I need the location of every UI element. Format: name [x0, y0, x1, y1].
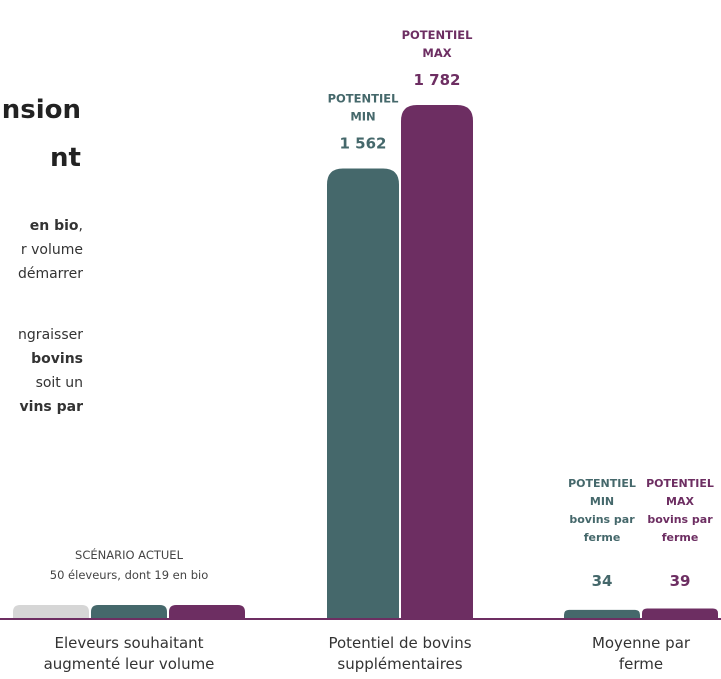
bar-min-potentiel — [327, 168, 399, 619]
header-min: POTENTIEL MIN — [328, 91, 400, 123]
bar-min-moyenne — [564, 609, 640, 619]
intro-paragraph-1: en bio, r volume démarrer — [18, 214, 83, 286]
title-line-1: nsion — [1, 95, 81, 125]
value-label-min-moyenne: 34 — [592, 572, 613, 590]
scenario-annotation: SCÉNARIO ACTUEL 50 éleveurs, dont 19 en b… — [50, 547, 208, 582]
header-max: POTENTIEL MAX — [402, 28, 474, 60]
intro-line: vins par — [19, 399, 83, 415]
intro-line: soit un — [35, 375, 83, 391]
header-min-moyenne: POTENTIEL MIN bovins par ferme — [568, 477, 636, 544]
category-label: Eleveurs souhaitant augmenté leur volume — [44, 634, 215, 673]
intro-line: bovins — [31, 351, 83, 367]
value-label-max-moyenne: 39 — [670, 572, 691, 590]
category-label: Moyenne par ferme — [592, 634, 691, 673]
bar-current-scenario — [13, 605, 89, 619]
intro-line: démarrer — [17, 266, 83, 282]
category-label: Potentiel de bovins supplémentaires — [328, 634, 471, 673]
bar-max-potentiel — [401, 105, 473, 619]
title-line-2: nt — [50, 143, 81, 173]
bar-max-moyenne — [642, 608, 718, 619]
header-max-moyenne: POTENTIEL MAX bovins par ferme — [646, 477, 714, 544]
intro-line: en bio, — [29, 218, 83, 234]
value-label-min: 1 562 — [340, 134, 387, 152]
bar-min-scenario — [91, 605, 167, 619]
value-label-max: 1 782 — [414, 71, 461, 89]
bar-max-scenario — [169, 605, 245, 619]
intro-line: r volume — [20, 242, 83, 258]
intro-paragraph-2: ngraisser bovins soit un vins par — [18, 323, 83, 419]
intro-line: ngraisser — [18, 327, 83, 343]
